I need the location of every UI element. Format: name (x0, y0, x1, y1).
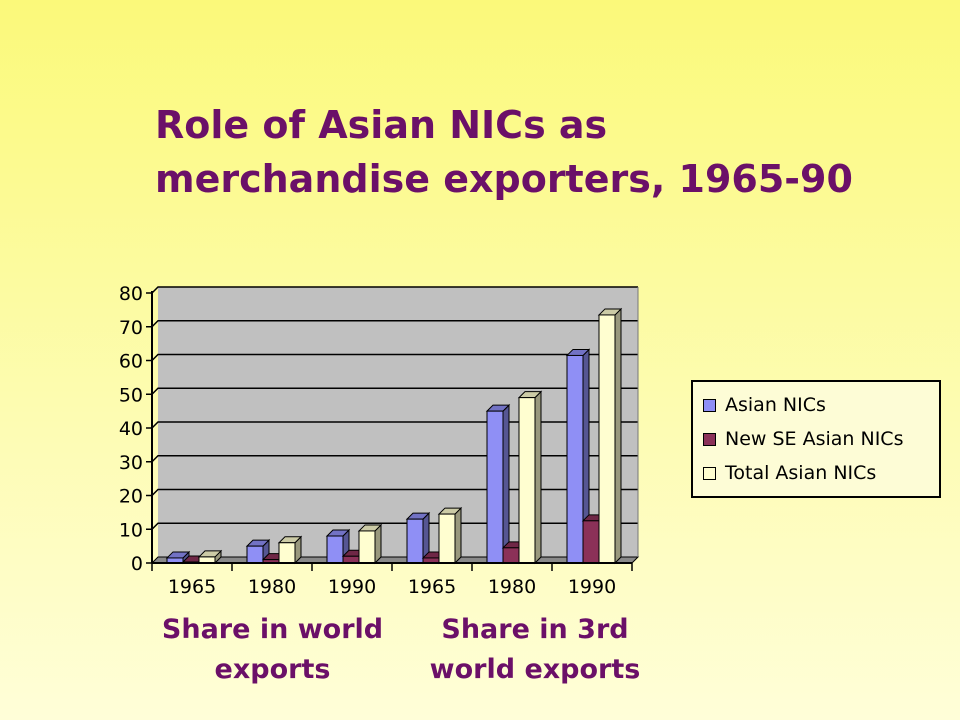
group-label-third-line-1: Share in 3rd (441, 614, 629, 645)
bar-front (486, 410, 504, 564)
y-tick-label: 40 (119, 418, 143, 440)
title-line-2: merchandise exporters, 1965-90 (155, 157, 853, 201)
title-line-1: Role of Asian NICs as (155, 103, 608, 147)
y-tick-label: 50 (119, 384, 143, 406)
gridline (151, 455, 638, 463)
bar-side (502, 403, 510, 565)
bar-front (326, 535, 344, 564)
bar-front (438, 513, 456, 564)
y-tick-label: 30 (119, 452, 143, 474)
legend-label-new-se-asian-nics: New SE Asian NICs (725, 428, 904, 450)
legend-item-new-se-asian-nics: New SE Asian NICs (703, 425, 903, 453)
x-tick-label: 1980 (488, 576, 536, 598)
y-tick-label: 20 (119, 486, 143, 508)
gridline (151, 488, 638, 497)
group-label-third-line-2: world exports (429, 654, 641, 685)
group-label-world-line-1: Share in world (161, 614, 384, 645)
bar-front (566, 354, 584, 564)
bar-front (502, 547, 520, 564)
legend-swatch-total-asian-nics (703, 466, 716, 480)
y-tick-label: 0 (131, 553, 143, 575)
legend-swatch-asian-nics (703, 398, 716, 412)
group-label-third-world-exports: Share in 3rd world exports (415, 610, 655, 690)
group-label-world-exports: Share in world exports (150, 610, 395, 690)
y-tick-label: 70 (119, 317, 143, 339)
bar (485, 403, 511, 565)
bar-front (278, 542, 296, 564)
legend-label-asian-nics: Asian NICs (725, 394, 826, 416)
bar (357, 523, 383, 565)
bar (277, 535, 303, 565)
bar-side (614, 307, 622, 565)
gridline (151, 320, 638, 328)
x-tick-label: 1980 (248, 576, 296, 598)
bar-front (246, 545, 264, 564)
gridline (151, 387, 638, 395)
gridline (151, 421, 638, 429)
bar (517, 390, 543, 565)
x-tick-label: 1990 (328, 576, 376, 598)
x-tick-label: 1990 (568, 576, 616, 598)
bar-front (582, 520, 600, 564)
legend-label-total-asian-nics: Total Asian NICs (725, 462, 877, 484)
x-tick-label: 1965 (168, 576, 216, 598)
plot-area (152, 287, 638, 563)
gridline (151, 522, 638, 530)
bar-front (358, 530, 376, 564)
y-tick-label: 60 (119, 351, 143, 373)
legend-item-total-asian-nics: Total Asian NICs (703, 459, 876, 487)
y-tick-label: 80 (119, 283, 143, 305)
legend-swatch-new-se-asian-nics (703, 432, 716, 446)
bar-front (406, 518, 424, 564)
group-label-world-line-2: exports (214, 654, 331, 685)
bar (597, 307, 623, 565)
bar-front (518, 397, 536, 564)
gridline (151, 286, 638, 294)
bar (437, 506, 463, 565)
bar-front (342, 555, 360, 564)
bar-front (598, 314, 616, 564)
bar-side (454, 506, 462, 565)
bar (405, 511, 431, 565)
y-tick-label: 10 (119, 519, 143, 541)
legend-item-asian-nics: Asian NICs (703, 391, 826, 419)
chart-legend: Asian NICs New SE Asian NICs Total Asian… (691, 380, 941, 498)
chart-title: Role of Asian NICs as merchandise export… (155, 98, 915, 206)
gridline (151, 353, 638, 362)
bar-side (534, 390, 542, 565)
bar (197, 549, 223, 565)
x-tick-label: 1965 (408, 576, 456, 598)
